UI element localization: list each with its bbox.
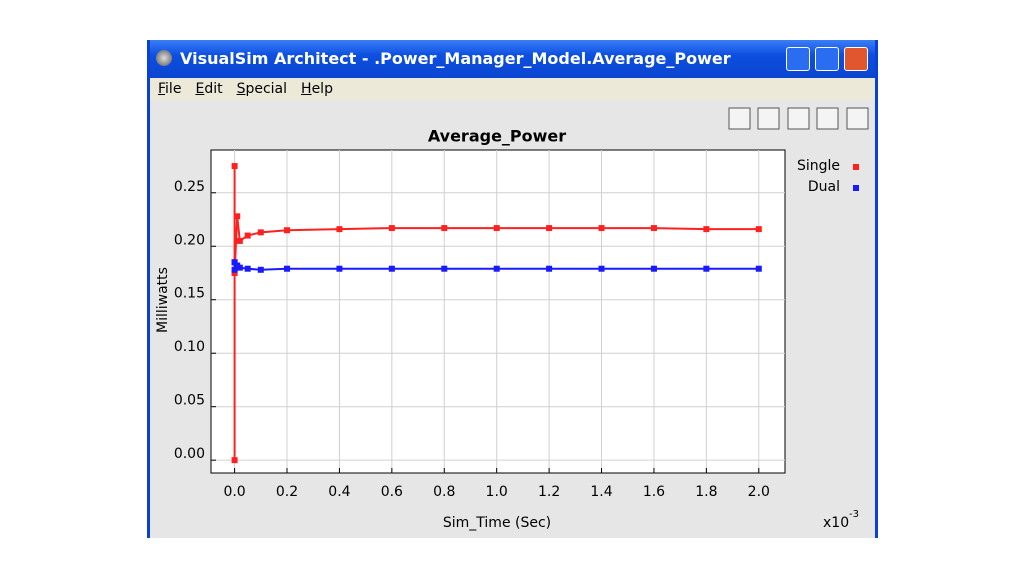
data-point [244,265,251,272]
data-point [388,265,395,272]
data-point [493,225,500,232]
x-tick-label: 0.6 [381,484,403,500]
data-point [388,225,395,232]
toolbar-button[interactable] [846,107,869,130]
toolbar-button[interactable] [757,107,780,130]
data-point [231,457,238,464]
toolbar [728,107,869,130]
data-point [546,265,553,272]
data-point [703,226,710,233]
y-tick-label: 0.25 [174,179,205,195]
data-point [336,226,343,233]
x-tick-label: 0.4 [328,484,350,500]
data-point [441,225,448,232]
window-title: VisualSim Architect - .Power_Manager_Mod… [180,49,731,68]
x-tick-label: 2.0 [748,484,770,500]
x-tick-label: 1.2 [538,484,560,500]
x-tick-label: 0.0 [223,484,245,500]
menu-bar: File Edit Special Help [150,78,875,100]
data-point [598,225,605,232]
data-point [257,266,264,273]
y-tick-label: 0.20 [174,232,205,248]
legend-swatch [853,185,859,191]
x-axis-label: Sim_Time (Sec) [443,515,551,531]
close-button[interactable] [844,47,868,71]
y-tick-label: 0.15 [174,286,205,302]
toolbar-button[interactable] [816,107,839,130]
data-point [598,265,605,272]
y-tick-label: 0.00 [174,446,205,462]
x-multiplier: x10 [823,515,849,531]
minimize-button[interactable] [786,47,810,71]
y-tick-label: 0.10 [174,339,205,355]
toolbar-button[interactable] [787,107,810,130]
data-point [441,265,448,272]
data-point [755,265,762,272]
data-point [703,265,710,272]
title-bar: VisualSim Architect - .Power_Manager_Mod… [150,40,875,78]
x-tick-label: 0.2 [276,484,298,500]
legend-label: Single [797,158,840,174]
data-point [236,264,243,271]
x-tick-label: 1.8 [695,484,717,500]
x-multiplier-exponent: -3 [849,509,859,520]
legend-label: Dual [808,179,840,195]
data-point [231,259,238,266]
app-icon [156,50,172,66]
data-point [231,269,238,276]
chart-title: Average_Power [428,127,566,146]
x-tick-label: 1.4 [590,484,612,500]
data-point [236,237,243,244]
menu-item[interactable]: Special [236,81,288,97]
data-point [231,266,238,273]
data-point [546,225,553,232]
data-point [755,226,762,233]
data-point [336,265,343,272]
x-tick-label: 1.6 [643,484,665,500]
data-point [650,265,657,272]
data-point [257,229,264,236]
data-point [284,265,291,272]
data-point [234,213,241,220]
x-tick-label: 1.0 [486,484,508,500]
menu-item[interactable]: File [158,81,182,97]
y-tick-label: 0.05 [174,393,205,409]
legend-swatch [853,164,859,170]
data-point [650,225,657,232]
plot-area [210,149,786,474]
data-point [493,265,500,272]
data-point [231,163,238,170]
data-point [244,232,251,239]
y-axis-label: Milliwatts [155,267,171,333]
data-point [284,227,291,234]
maximize-button[interactable] [815,47,839,71]
menu-item[interactable]: Edit [195,81,223,97]
menu-item[interactable]: Help [301,81,333,97]
x-tick-label: 0.8 [433,484,455,500]
toolbar-button[interactable] [728,107,751,130]
